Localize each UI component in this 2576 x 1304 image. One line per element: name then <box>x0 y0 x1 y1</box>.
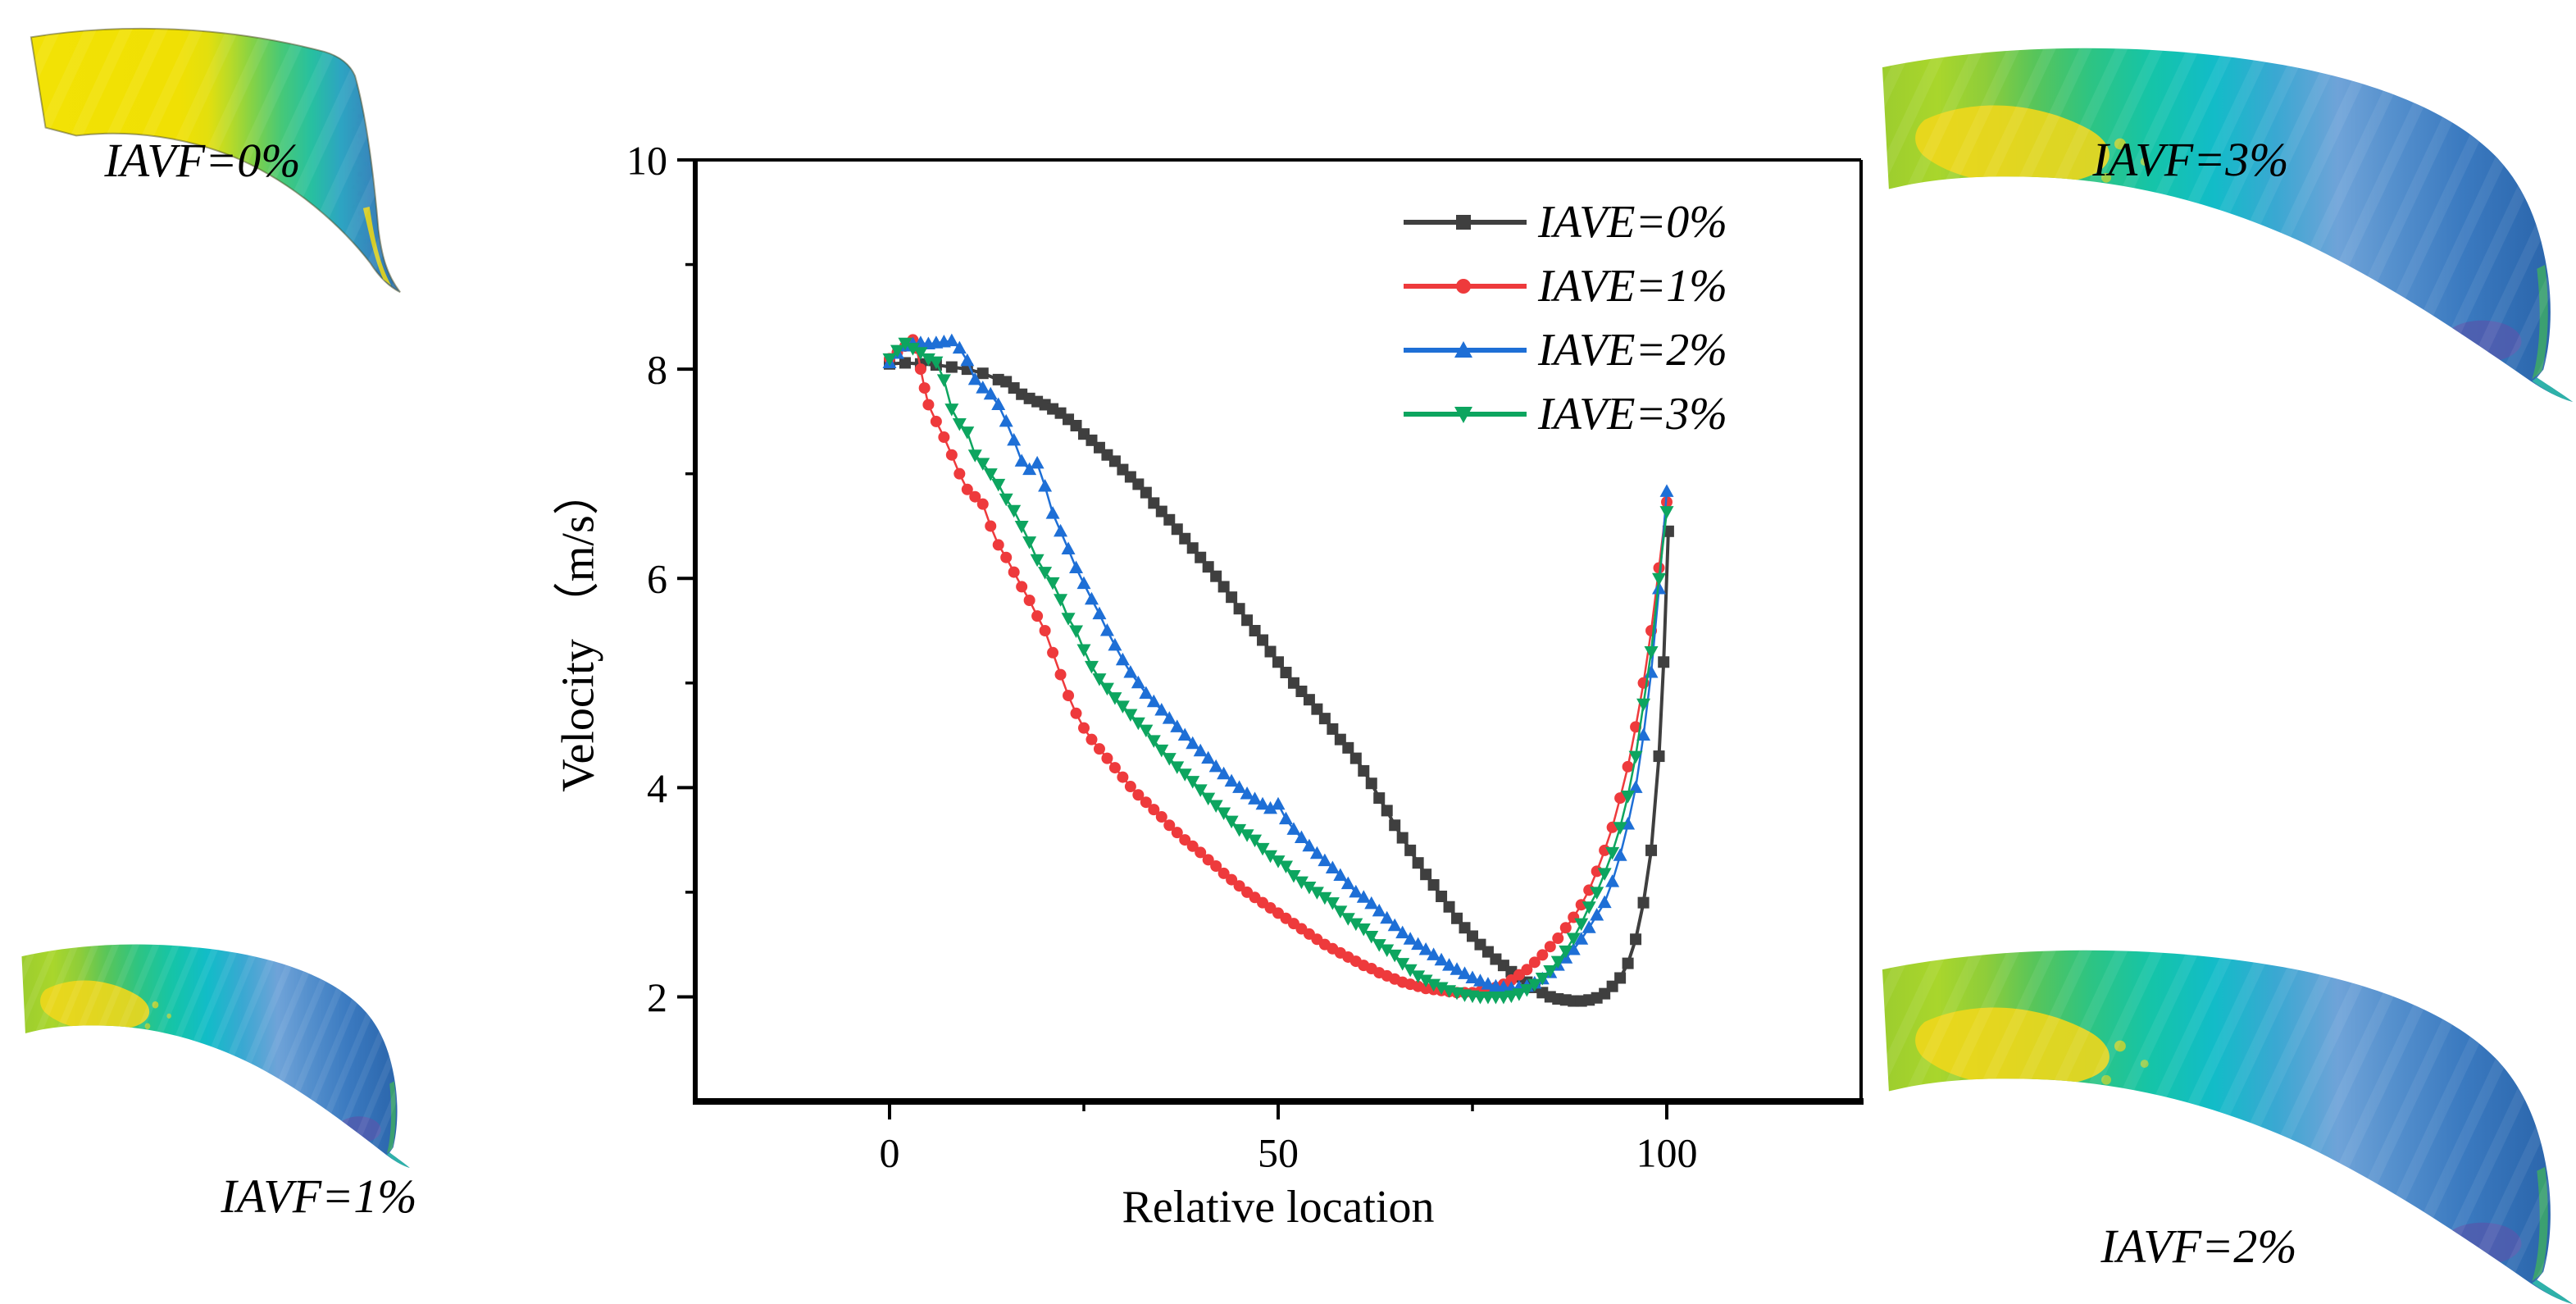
legend-item: IAVE=1% <box>1404 263 1727 309</box>
caption-iavf-1: IAVF=1% <box>221 1169 417 1223</box>
svg-text:2: 2 <box>647 974 667 1020</box>
svg-text:50: 50 <box>1258 1130 1299 1176</box>
legend-label: IAVE=1% <box>1538 261 1727 312</box>
legend-marker-triangle-down <box>1404 407 1527 423</box>
caption-iavf-0: IAVF=0% <box>104 134 301 187</box>
svg-text:0: 0 <box>880 1130 900 1176</box>
legend-marker-triangle-up <box>1404 341 1527 358</box>
y-axis-title: Velocity （m/s） <box>553 469 604 792</box>
svg-text:10: 10 <box>626 138 667 184</box>
svg-text:6: 6 <box>647 556 667 602</box>
legend-item: IAVE=3% <box>1404 391 1727 437</box>
legend-label: IAVE=3% <box>1538 389 1727 440</box>
svg-text:8: 8 <box>647 347 667 393</box>
svg-text:4: 4 <box>647 765 667 811</box>
x-axis-title: Relative location <box>1122 1182 1435 1233</box>
legend-item: IAVE=2% <box>1404 327 1727 373</box>
chart-legend: IAVE=0% IAVE=1% IAVE=2% IAVE=3% <box>1404 199 1727 437</box>
caption-iavf-2: IAVF=2% <box>2100 1220 2297 1273</box>
legend-label: IAVE=0% <box>1538 197 1727 248</box>
legend-item: IAVE=0% <box>1404 199 1727 245</box>
legend-marker-square <box>1404 215 1527 230</box>
legend-marker-circle <box>1404 279 1527 294</box>
caption-iavf-3: IAVF=3% <box>2092 133 2289 186</box>
svg-text:100: 100 <box>1636 1130 1698 1176</box>
legend-label: IAVE=2% <box>1538 325 1727 376</box>
